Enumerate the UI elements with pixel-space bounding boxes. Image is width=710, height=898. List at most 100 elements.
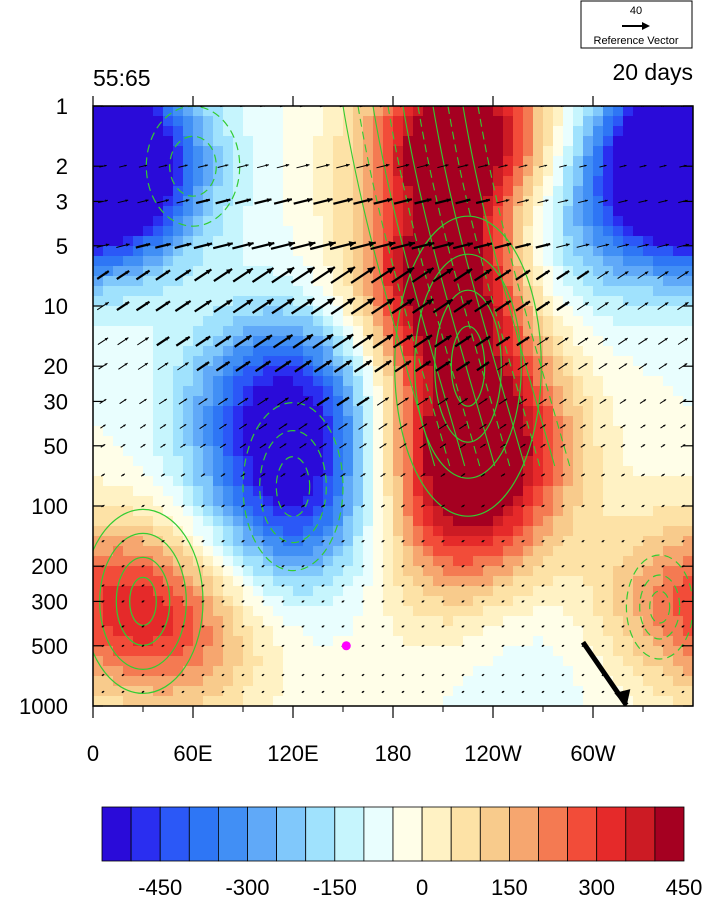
wind-vector-head [326, 334, 334, 341]
heat-cell [433, 246, 444, 257]
wind-vector-head [367, 197, 373, 203]
wind-vector-head [644, 164, 647, 167]
heat-cell [573, 386, 584, 397]
wind-vector-head [326, 298, 335, 305]
heat-cell [393, 276, 404, 287]
heat-cell [313, 576, 324, 587]
heat-cell [93, 486, 104, 497]
heat-cell [643, 656, 654, 667]
heat-cell [543, 686, 554, 697]
heat-cell [213, 346, 224, 357]
contour-line [259, 430, 327, 544]
heat-cell [153, 456, 164, 467]
heat-cell [173, 446, 184, 457]
heat-cell [553, 336, 564, 347]
wind-vector-head [444, 423, 447, 427]
heat-cell [513, 346, 524, 357]
heat-cell [273, 426, 284, 437]
heat-cell [223, 406, 234, 417]
heat-cell [263, 696, 274, 706]
heat-cell [623, 376, 634, 387]
heat-cell [163, 646, 174, 657]
heat-cell [533, 146, 544, 157]
heat-cell [183, 126, 194, 137]
heat-cell [683, 296, 693, 307]
heat-cell [143, 226, 154, 237]
heat-cell [673, 206, 684, 217]
heat-cell [203, 276, 214, 287]
heat-cell [193, 306, 204, 317]
heat-cell [523, 606, 534, 617]
heat-cell [573, 586, 584, 597]
heat-cell [633, 246, 644, 257]
heat-cell [583, 586, 594, 597]
heat-cell [453, 686, 464, 697]
heat-cell [103, 616, 114, 627]
heat-cell [433, 206, 444, 217]
heat-cell [613, 316, 624, 327]
heat-cell [273, 566, 284, 577]
heat-cell [213, 336, 224, 347]
heat-cell [283, 136, 294, 147]
heat-cell [603, 386, 614, 397]
heat-cell [383, 256, 394, 267]
wind-vector-head [561, 625, 565, 628]
heat-cell [653, 686, 664, 697]
heat-cell [123, 616, 134, 627]
heat-cell [273, 626, 284, 637]
heat-cell [103, 506, 114, 517]
heat-cell [243, 116, 254, 127]
heat-cell [683, 226, 693, 237]
wind-vector-head [441, 565, 445, 568]
heat-cell [523, 346, 534, 357]
heat-cell [533, 576, 544, 587]
heat-cell [173, 106, 184, 117]
wind-vector-head [284, 397, 289, 401]
heat-cell [683, 366, 693, 377]
heat-cell [213, 186, 224, 197]
heat-cell [403, 126, 414, 137]
heat-cell [193, 196, 204, 207]
heat-cell [213, 546, 224, 557]
heat-cell [93, 166, 104, 177]
heat-cell [383, 546, 394, 557]
heat-cell [513, 426, 524, 437]
colorbar-swatch [305, 806, 336, 862]
heat-cell [643, 636, 654, 647]
heat-cell [433, 656, 444, 667]
heat-cell [483, 596, 494, 607]
wind-vector-head [304, 397, 309, 401]
heat-cell [333, 286, 344, 297]
heat-cell [603, 496, 614, 507]
heat-cell [223, 306, 234, 317]
wind-vector-head [201, 625, 205, 628]
heat-cell [223, 596, 234, 607]
heat-cell [293, 506, 304, 517]
heat-cell [493, 276, 504, 287]
heat-cell [113, 486, 124, 497]
heat-cell [403, 396, 414, 407]
heat-cell [613, 606, 624, 617]
heat-cell [413, 486, 424, 497]
heat-cell [613, 696, 624, 706]
heat-cell [503, 696, 514, 706]
heat-cell [373, 646, 384, 657]
heat-cell [663, 416, 674, 427]
heat-cell [673, 676, 684, 687]
heat-cell [373, 616, 384, 627]
heat-cell [433, 256, 444, 267]
wind-vector-head [504, 362, 509, 366]
heat-cell [423, 506, 434, 517]
heat-cell [123, 686, 134, 697]
heat-cell [403, 226, 414, 237]
heat-cell [163, 206, 174, 217]
heat-cell [163, 536, 174, 547]
heat-cell [333, 476, 344, 487]
heat-cell [503, 466, 514, 477]
heat-cell [343, 696, 354, 706]
heat-cell [483, 236, 494, 247]
wind-vector-head [622, 473, 625, 476]
heat-cell [383, 536, 394, 547]
heat-cell [143, 646, 154, 657]
heat-cell [303, 326, 314, 337]
